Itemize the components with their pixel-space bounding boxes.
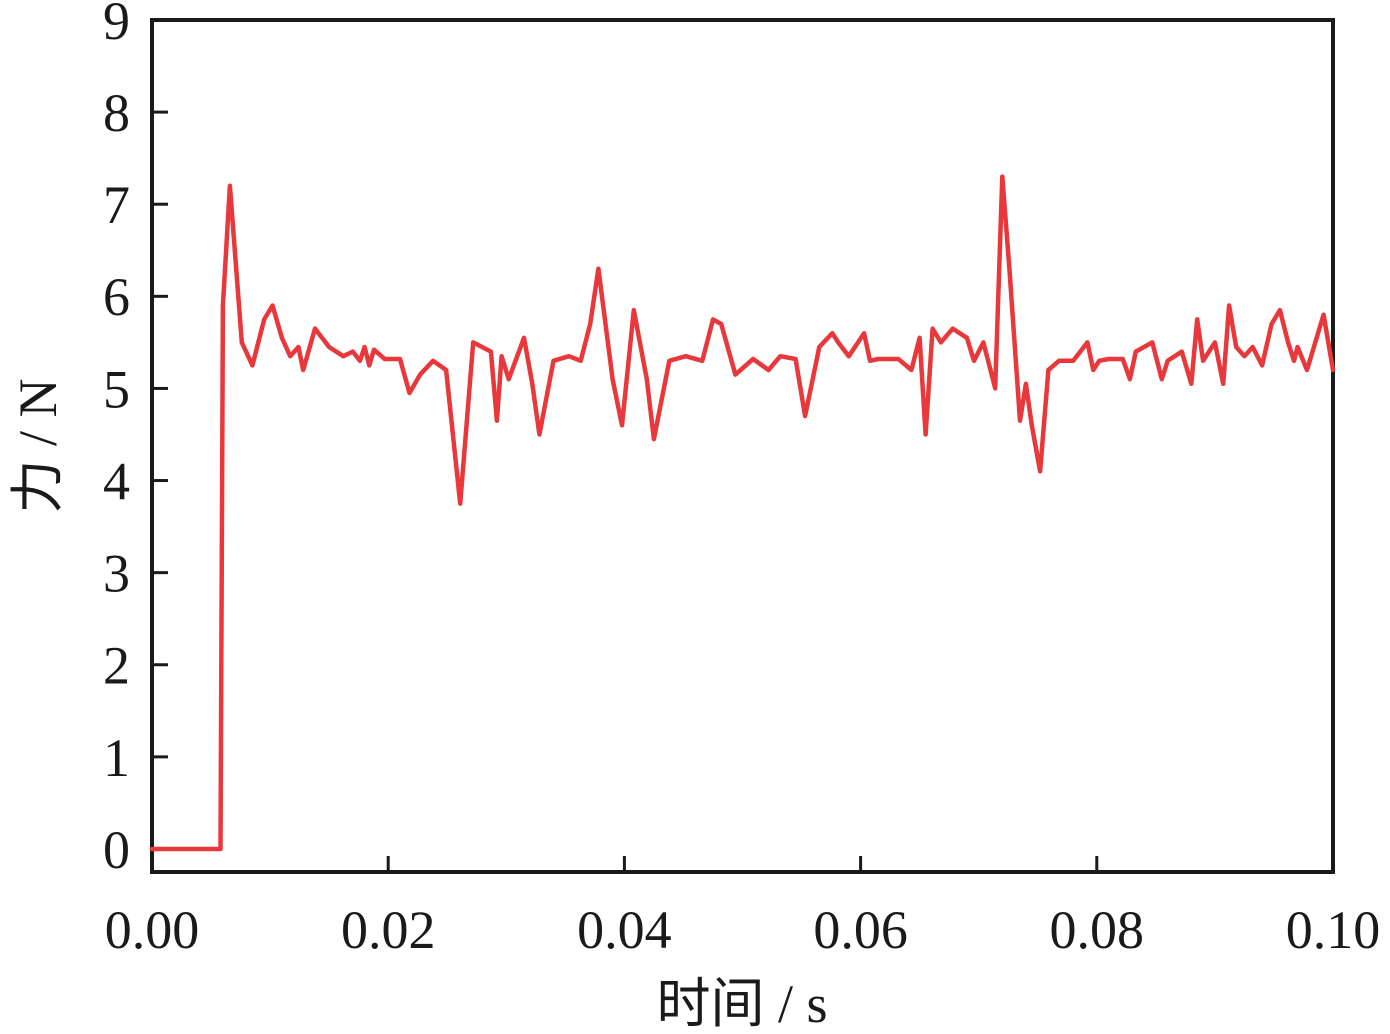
y-tick-label: 4 [103,451,130,511]
x-axis: 0.00 0.02 0.04 0.06 0.08 0.10 [105,856,1381,960]
x-tick-label: 0.02 [341,900,436,960]
y-tick-label: 9 [103,0,130,51]
x-tick-label: 0.04 [577,900,672,960]
y-tick-label: 8 [103,83,130,143]
y-tick-label: 1 [103,728,130,788]
x-tick-label: 0.08 [1050,900,1145,960]
x-tick-label: 0.00 [105,900,200,960]
y-axis-title: 力 / N [8,379,68,514]
y-tick-label: 2 [103,636,130,696]
y-tick-label: 0 [103,820,130,880]
y-tick-label: 5 [103,359,130,419]
x-tick-label: 0.10 [1286,900,1381,960]
y-tick-label: 3 [103,544,130,604]
y-axis: 0 1 2 3 4 5 6 7 8 9 [103,0,168,880]
x-axis-title: 时间 / s [656,974,827,1034]
plot-frame [150,18,1335,874]
x-tick-label: 0.06 [813,900,908,960]
force-series-line [149,174,1336,852]
y-tick-label: 6 [103,267,130,327]
y-tick-label: 7 [103,175,130,235]
